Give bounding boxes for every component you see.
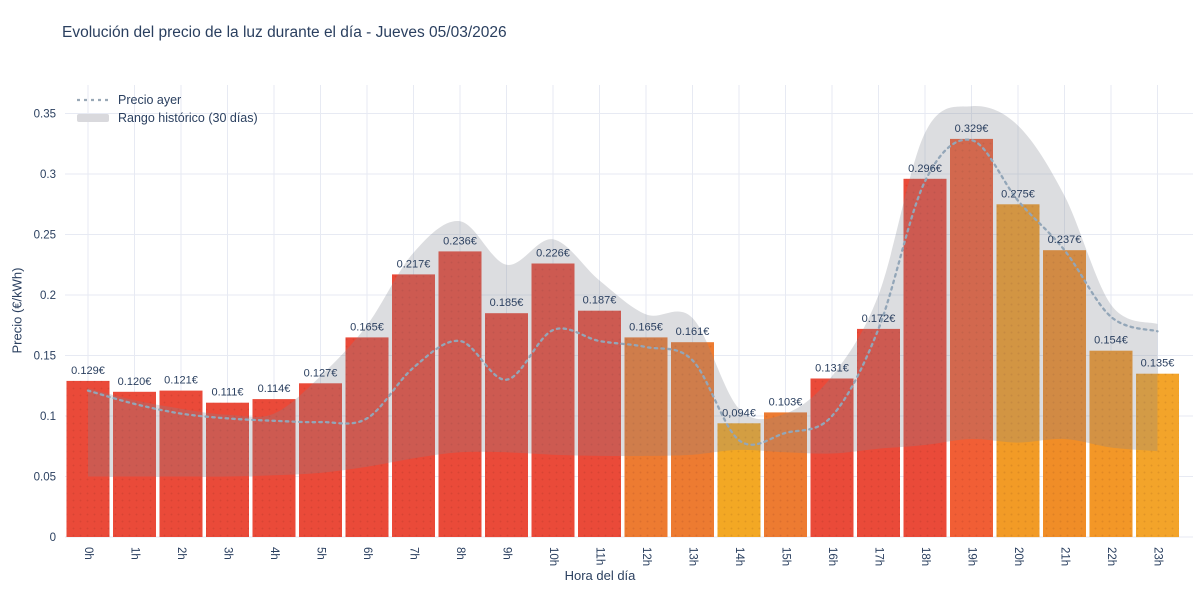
bar-texture: [996, 204, 1040, 538]
y-tick-label: 0: [50, 532, 56, 544]
x-tick-label: 0h: [82, 547, 94, 560]
x-tick-label: 13h: [686, 547, 698, 566]
x-tick-label: 2h: [175, 547, 187, 560]
bar-texture: [113, 391, 156, 537]
bar-texture: [66, 380, 110, 537]
y-tick-labels: 0 0.05 0.1 0.15 0.2 0.25 0.3 0.35: [34, 109, 56, 545]
x-tick-label: 1h: [128, 547, 140, 560]
x-tick-label: 9h: [500, 547, 512, 560]
x-tick-label: 17h: [872, 547, 884, 566]
x-tick-label: 15h: [779, 547, 791, 566]
x-tick-label: 12h: [640, 547, 652, 566]
bar-value-label: 0.236€: [443, 235, 477, 247]
yesterday-line: [86, 138, 1159, 446]
y-tick-label: 0.35: [34, 109, 56, 121]
dotted-line-marker: [76, 98, 110, 102]
x-tick-label: 6h: [361, 547, 373, 560]
x-tick-labels: 0h 1h 2h 3h 4h 5h 6h 7h 8h 9h 10h 11h 12h 13h 14h 15h 16…: [82, 547, 1164, 566]
bar-texture: [903, 178, 947, 538]
y-tick-label: 0.05: [34, 472, 56, 484]
bar-value-label: 0.154€: [1094, 335, 1128, 347]
x-tick-label: 4h: [268, 547, 280, 560]
y-tick-label: 0.25: [34, 230, 56, 242]
y-tick-label: 0.2: [40, 290, 56, 302]
bar-value-label: 0.165€: [350, 321, 384, 333]
bar-texture: [810, 378, 854, 537]
bar-value-label: 0.114€: [258, 383, 291, 395]
x-tick-label: 8h: [454, 547, 466, 560]
bar-texture: [624, 337, 668, 537]
y-tick-label: 0.15: [34, 351, 56, 363]
chart-title: Evolución del precio de la luz durante e…: [62, 24, 507, 41]
bar-value-label: 0.111€: [211, 387, 243, 399]
legend-label-yesterday: Precio ayer: [118, 93, 182, 107]
bars: [66, 138, 1179, 538]
bar-texture: [717, 423, 761, 537]
bar-texture: [578, 310, 621, 537]
x-tick-label: 11h: [593, 547, 605, 565]
x-axis-title: Hora del día: [564, 568, 636, 583]
bar-value-label: 0.121€: [164, 375, 198, 387]
history-band: [88, 106, 1158, 477]
bar-texture: [345, 337, 389, 537]
bar-value-label: 0.172€: [862, 313, 896, 325]
bar-texture: [206, 402, 249, 537]
bar-value-label: 0.275€: [1001, 188, 1035, 200]
bar-texture: [1136, 373, 1179, 538]
bar-value-label: 0.161€: [676, 326, 710, 338]
bar-texture: [531, 263, 575, 537]
bar-texture: [392, 274, 435, 537]
x-tick-label: 22h: [1105, 547, 1117, 566]
bar-value-label: 0.103€: [769, 396, 803, 408]
bar-texture: [671, 342, 714, 537]
legend: Precio ayer Rango histórico (30 días): [76, 91, 258, 127]
legend-label-range: Rango histórico (30 días): [118, 111, 258, 125]
x-tick-label: 20h: [1012, 547, 1024, 566]
x-tick-label: 23h: [1151, 547, 1163, 566]
bar-value-label: 0.120€: [118, 376, 152, 388]
bar-value-labels: 0.129€ 0.120€ 0.121€ 0.111€ 0.114€ 0.127€ 0.16…: [71, 123, 1174, 419]
x-tick-label: 10h: [547, 547, 559, 566]
y-axis-title: Precio (€/kWh): [9, 267, 25, 354]
bar-value-label: 0.217€: [397, 258, 431, 270]
bar-value-label: 0.187€: [583, 295, 617, 307]
bar-value-label: 0.129€: [71, 365, 105, 377]
x-tick-label: 5h: [314, 547, 326, 560]
x-tick-label: 14h: [733, 547, 745, 566]
bar-texture: [950, 138, 993, 537]
bar-texture: [1089, 350, 1133, 537]
legend-item-yesterday: Precio ayer: [76, 91, 258, 109]
bar-texture: [438, 251, 482, 537]
x-tick-label: 16h: [826, 547, 838, 566]
bar-value-label: 0.329€: [955, 123, 989, 135]
x-tick-label: 7h: [407, 547, 419, 560]
band-marker: [76, 113, 110, 123]
bar-texture: [1043, 250, 1086, 537]
x-tick-label: 18h: [919, 547, 931, 566]
bar-value-label: 0.237€: [1048, 234, 1082, 246]
x-tick-label: 19h: [965, 547, 977, 566]
bar-value-label: 0.135€: [1141, 358, 1175, 370]
y-tick-label: 0.1: [40, 411, 56, 423]
bar-value-label: 0.185€: [490, 297, 524, 309]
bar-texture: [485, 313, 528, 538]
bar-texture: [299, 383, 342, 537]
bar-value-label: 0.131€: [815, 363, 849, 375]
x-tick-label: 21h: [1058, 547, 1070, 566]
bar-value-label: 0.226€: [536, 248, 570, 260]
bar-value-label: 0.165€: [629, 321, 663, 333]
bar-value-label: 0,094€: [722, 407, 756, 419]
y-tick-label: 0.3: [40, 169, 56, 181]
x-tick-label: 3h: [221, 547, 233, 560]
bar-value-label: 0.127€: [304, 367, 338, 379]
bar-value-label: 0.296€: [908, 163, 942, 175]
legend-item-range: Rango histórico (30 días): [76, 109, 258, 127]
